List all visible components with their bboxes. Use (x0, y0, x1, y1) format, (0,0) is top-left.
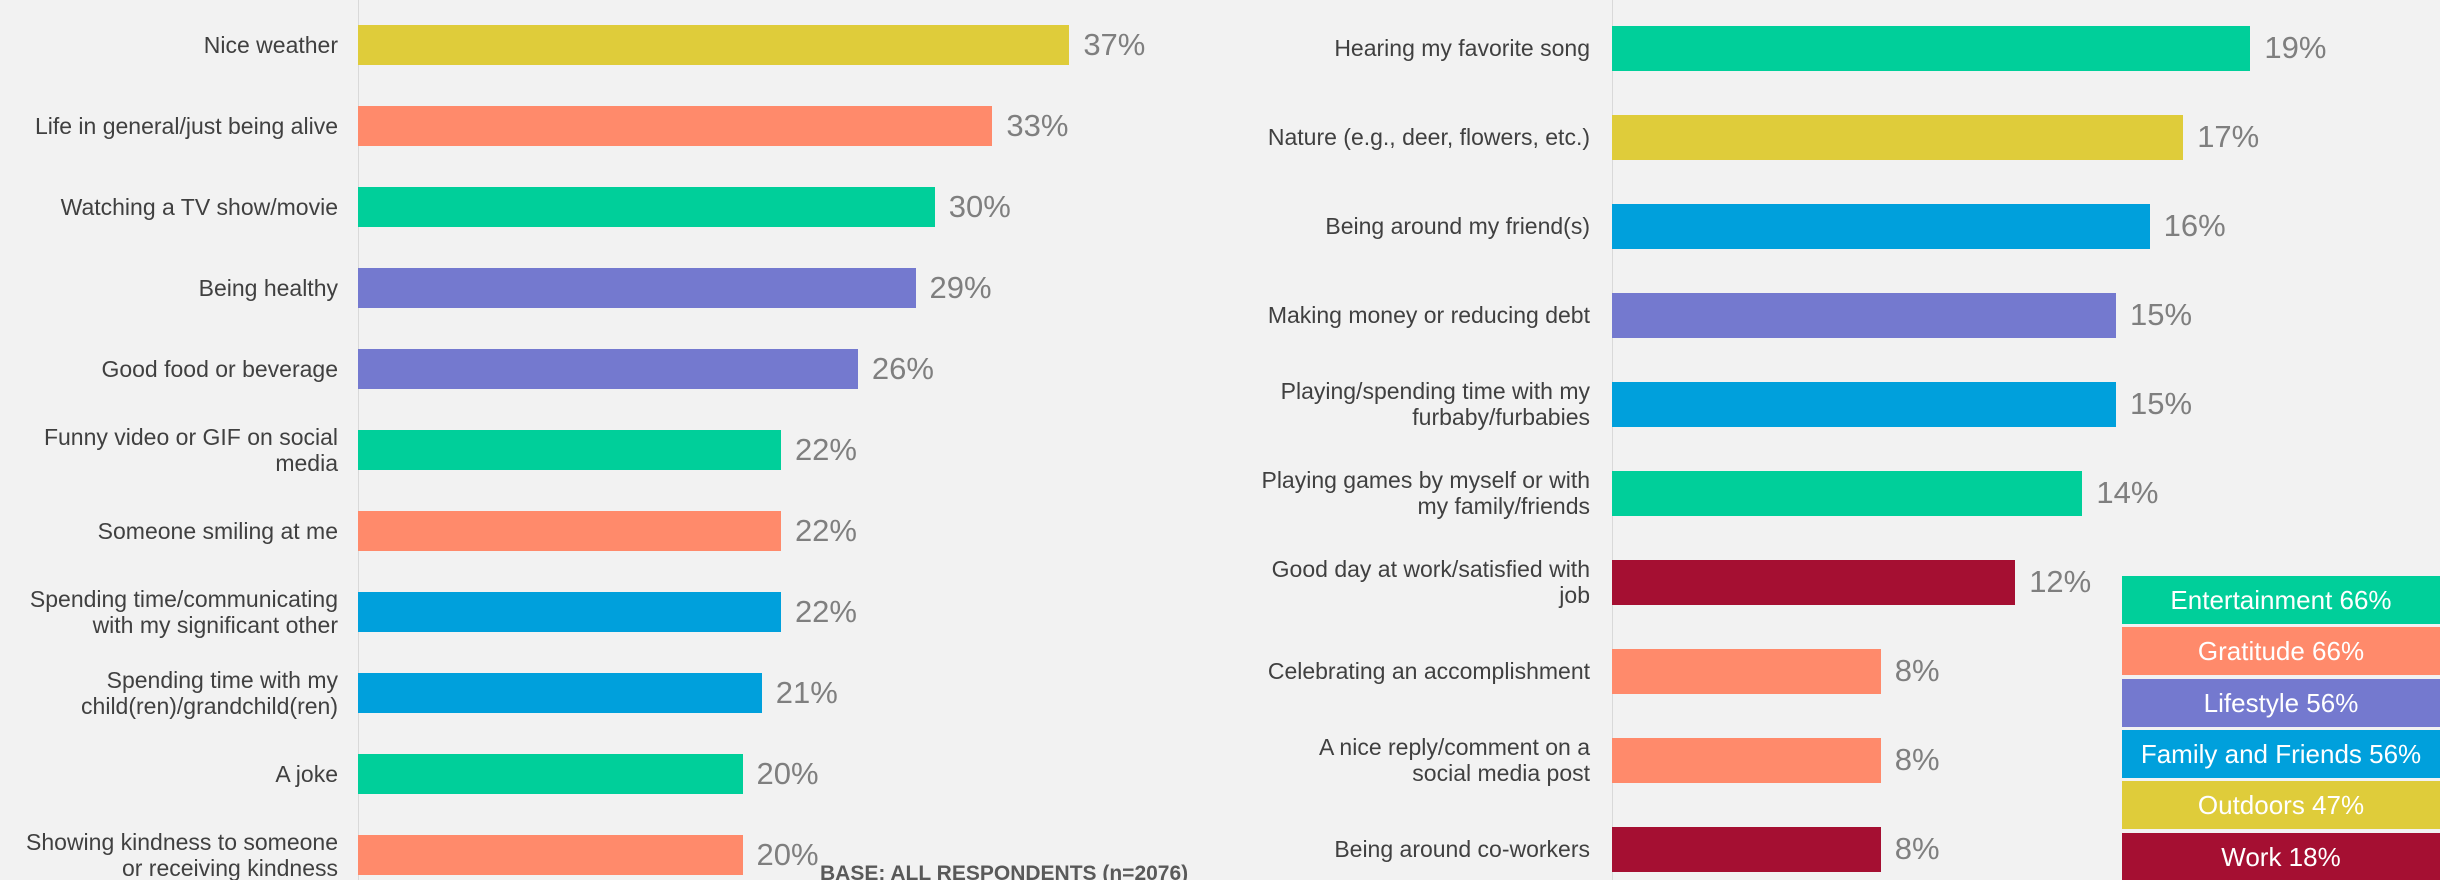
value-label: 33% (1006, 108, 1069, 143)
value-label: 17% (2197, 119, 2260, 154)
footnote: BASE: ALL RESPONDENTS (n=2076) (820, 862, 1189, 880)
value-label: 22% (794, 513, 857, 548)
value-label: 21% (775, 675, 838, 710)
category-label: Showing kindness to someone or receiving… (26, 829, 338, 880)
value-label: 14% (2096, 475, 2159, 510)
category-label: Nature (e.g., deer, flowers, etc.) (1267, 124, 1590, 150)
category-label: Life in general/just being alive (34, 113, 338, 139)
category-label: Watching a TV show/movie (60, 194, 338, 220)
category-label: Celebrating an accomplishment (1267, 658, 1590, 684)
value-label: 19% (2264, 30, 2327, 65)
category-label: Nice weather (203, 32, 338, 58)
value-label: 22% (794, 594, 857, 629)
value-label: 8% (1894, 831, 1940, 866)
value-label: 37% (1083, 27, 1146, 62)
axis-line (1612, 0, 1613, 880)
category-label: Playing/spending time with my furbaby/fu… (1280, 378, 1590, 430)
category-label: Good day at work/satisfied with job (1271, 556, 1590, 608)
bar (1612, 648, 1881, 694)
bar (358, 187, 935, 227)
bar (1612, 25, 2251, 71)
legend-item: Lifestyle 56% (2122, 678, 2440, 727)
bar (1612, 203, 2150, 249)
bar (358, 430, 781, 470)
bar (1612, 381, 2116, 427)
value-label: 15% (2130, 386, 2193, 421)
legend-item: Family and Friends 56% (2122, 729, 2440, 778)
value-label: 20% (756, 756, 819, 791)
category-label: Funny video or GIF on social media (43, 424, 338, 476)
bar (358, 592, 781, 632)
bar (1612, 114, 2184, 160)
bar (358, 106, 993, 146)
value-label: 16% (2163, 208, 2226, 243)
value-label: 30% (948, 189, 1011, 224)
value-label: 22% (794, 432, 857, 467)
category-label: Hearing my favorite song (1334, 35, 1590, 61)
bar (1612, 737, 1881, 783)
category-label: Being around my friend(s) (1325, 213, 1590, 239)
value-label: 8% (1894, 742, 1940, 777)
category-label: Spending time/communicating with my sign… (29, 586, 338, 638)
value-label: 26% (871, 351, 934, 386)
category-label: Playing games by myself or with my famil… (1261, 467, 1590, 519)
bar (358, 835, 743, 875)
legend-item: Gratitude 66% (2122, 627, 2440, 676)
category-label: Spending time with my child(ren)/grandch… (81, 667, 338, 719)
value-label: 12% (2029, 564, 2092, 599)
legend-item: Work 18% (2122, 832, 2440, 880)
bar (358, 673, 762, 713)
bar (1612, 470, 2083, 516)
value-label: 29% (929, 270, 992, 305)
bar (358, 511, 781, 551)
category-label: A joke (275, 761, 338, 787)
value-label: 8% (1894, 653, 1940, 688)
bar (358, 349, 858, 389)
category-label: Making money or reducing debt (1267, 302, 1590, 328)
value-label: 20% (756, 837, 819, 872)
bar (358, 25, 1070, 65)
category-label: Being healthy (198, 275, 338, 301)
legend-item: Entertainment 66% (2122, 576, 2440, 624)
category-label: Being around co-workers (1334, 836, 1590, 862)
bar (358, 754, 743, 794)
bar (1612, 292, 2116, 338)
category-label: A nice reply/comment on a social media p… (1318, 734, 1590, 786)
bar (1612, 826, 1881, 872)
legend-item: Outdoors 47% (2122, 781, 2440, 830)
bar (1612, 559, 2016, 605)
category-label: Someone smiling at me (97, 518, 338, 544)
category-label: Good food or beverage (101, 356, 338, 382)
value-label: 15% (2130, 297, 2193, 332)
bar (358, 268, 916, 308)
